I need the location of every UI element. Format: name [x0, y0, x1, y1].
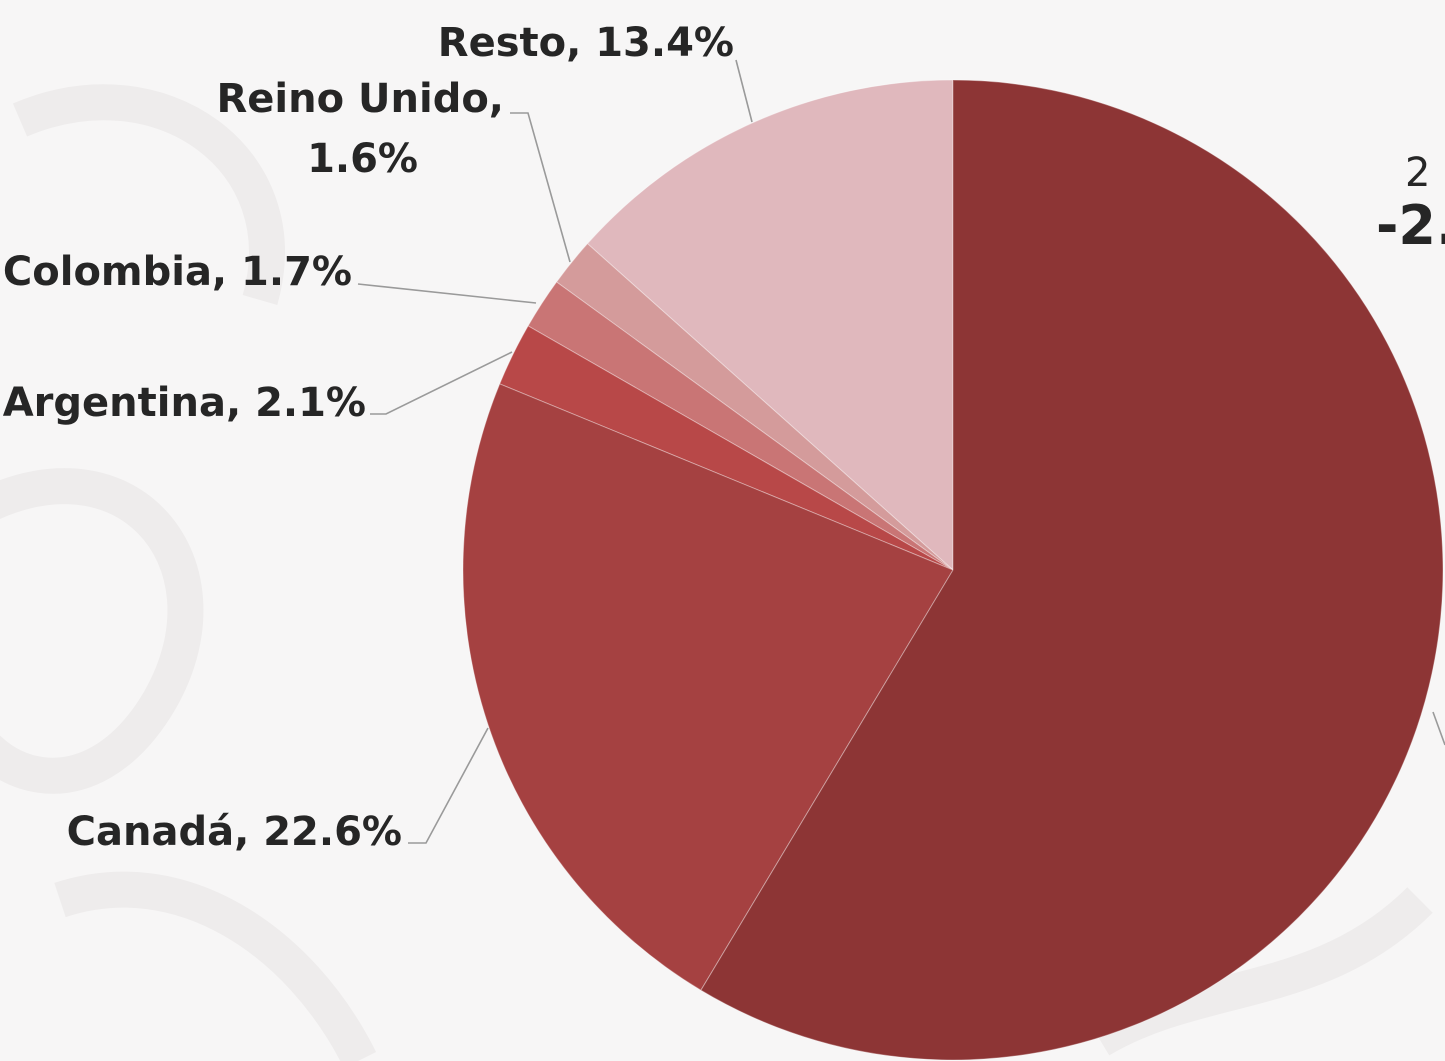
leader-lines — [357, 59, 753, 844]
slice-canad — [462, 383, 954, 991]
leader-line-resto — [735, 59, 753, 123]
label-reino-unido-value: 1.6% — [307, 136, 418, 182]
slice-reino-unido — [555, 242, 954, 571]
label-colombia: Colombia, 1.7% — [3, 249, 352, 295]
slice-main — [700, 79, 1444, 1061]
side-annotation-line2: -2.5 — [1376, 194, 1445, 257]
leader-line-reino-unido — [510, 112, 571, 263]
leader-line-main — [1432, 711, 1445, 746]
pie-slices — [462, 79, 1444, 1061]
label-resto: Resto, 13.4% — [438, 20, 734, 66]
side-annotation: 2 r -2.5 — [1376, 150, 1445, 257]
side-annotation-line1: 2 r — [1405, 150, 1445, 196]
slice-labels: Resto, 13.4% Reino Unido, 1.6% Colombia,… — [3, 20, 734, 855]
leader-line-colombia — [357, 283, 537, 304]
slice-argentina — [499, 325, 954, 571]
slice-colombia — [527, 281, 954, 571]
label-argentina: Argentina, 2.1% — [3, 380, 366, 426]
label-canada: Canadá, 22.6% — [67, 809, 402, 855]
leader-line-canada — [408, 727, 489, 844]
leader-line-argentina — [370, 351, 513, 415]
label-reino-unido: Reino Unido, — [217, 76, 505, 122]
slice-resto — [586, 79, 954, 572]
